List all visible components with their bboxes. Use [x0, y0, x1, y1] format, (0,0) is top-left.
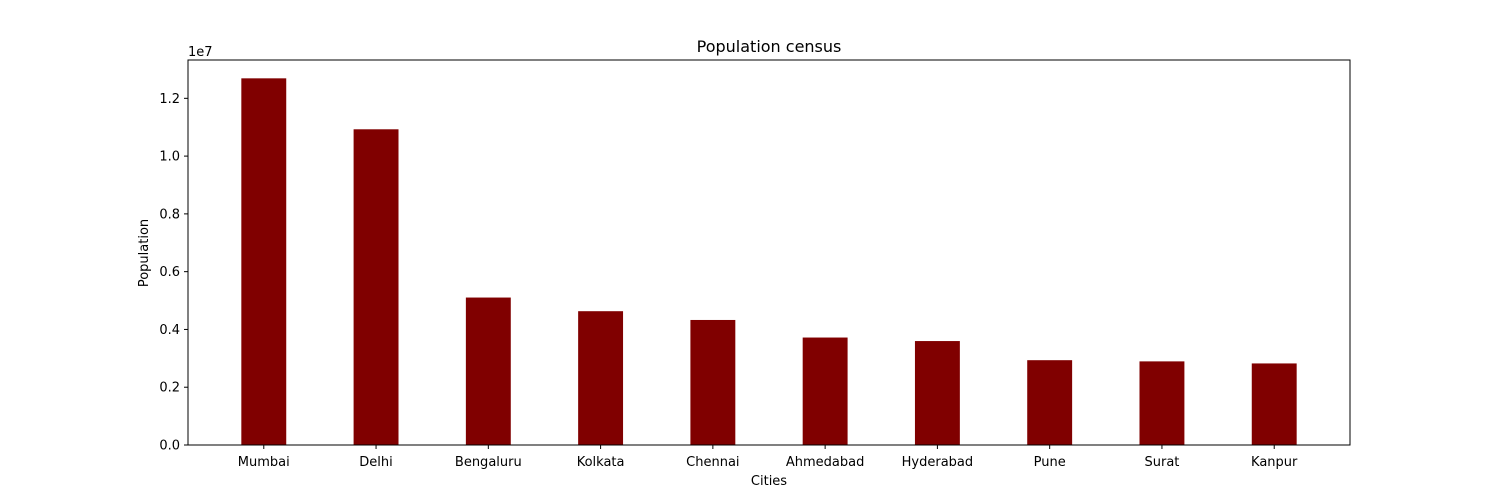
y-multiplier-label: 1e7 — [188, 45, 213, 60]
bar-hyderabad — [914, 341, 960, 445]
plot-frame — [187, 59, 1351, 446]
x-tick-label: Bengaluru — [455, 455, 522, 470]
chart-title: Population census — [697, 37, 842, 56]
x-tick-label: Mumbai — [238, 455, 290, 470]
x-tick-label: Pune — [1034, 455, 1066, 470]
x-ticks-group: Mumbai Delhi Bengaluru Kolkata Chennai Ahmeda… — [238, 445, 1298, 470]
x-tick-label: Hyderabad — [902, 455, 974, 470]
y-tick-label: 0.4 — [159, 323, 180, 338]
y-tick-label: 1.0 — [159, 150, 180, 165]
bar-delhi — [353, 129, 399, 445]
bar-kanpur — [1251, 363, 1297, 445]
x-tick-label: Kanpur — [1251, 455, 1298, 470]
bar-chennai — [690, 319, 736, 445]
y-axis-label: Population — [137, 219, 152, 287]
x-tick-label: Delhi — [359, 455, 392, 470]
y-ticks-group: 0.0 0.2 0.4 0.6 0.8 1.0 1.2 — [159, 92, 188, 454]
x-tick-label: Kolkata — [577, 455, 625, 470]
bar-pune — [1027, 360, 1073, 445]
y-tick-label: 1.2 — [159, 92, 180, 107]
bars-group — [241, 78, 1297, 445]
x-tick-label: Chennai — [686, 455, 739, 470]
y-tick-label: 0.2 — [159, 381, 180, 396]
bar-mumbai — [241, 78, 287, 445]
y-tick-label: 0.8 — [159, 207, 180, 222]
x-tick-label: Surat — [1144, 455, 1179, 470]
y-tick-label: 0.0 — [159, 439, 180, 454]
bar-surat — [1139, 361, 1185, 445]
y-tick-label: 0.6 — [159, 265, 180, 280]
bar-kolkata — [578, 311, 624, 445]
x-axis-label: Cities — [751, 474, 787, 489]
x-tick-label: Ahmedabad — [786, 455, 864, 470]
bar-bengaluru — [465, 297, 511, 445]
bar-ahmedabad — [802, 337, 848, 445]
